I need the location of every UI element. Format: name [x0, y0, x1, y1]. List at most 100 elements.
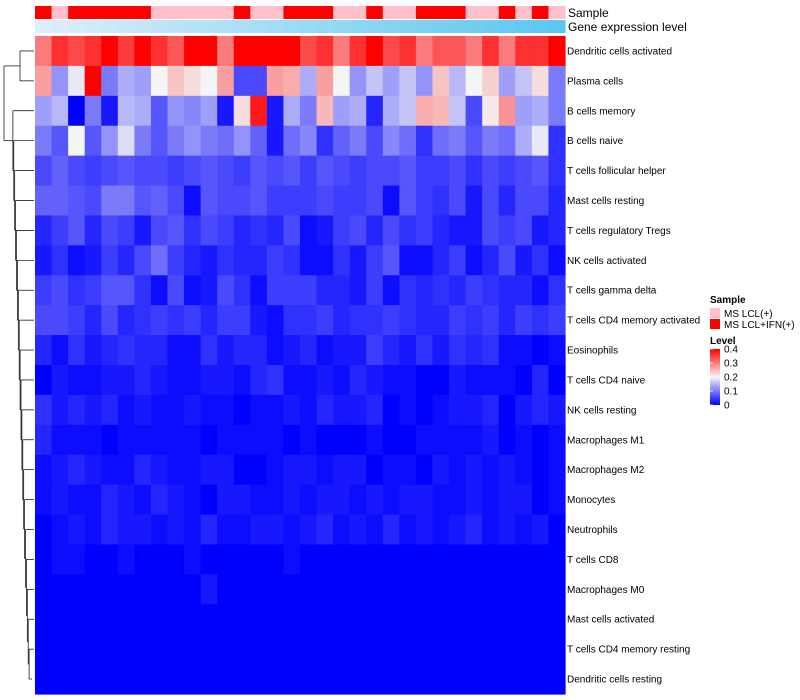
heatmap-cell: [35, 604, 53, 635]
level-tick-label: 0: [724, 401, 730, 412]
heatmap-cell: [68, 335, 86, 366]
heatmap-cell: [382, 484, 400, 516]
heatmap-cell: [84, 215, 102, 246]
row-label: B cells memory: [567, 106, 635, 117]
heatmap-cell: [498, 65, 516, 97]
heatmap-cell: [349, 514, 367, 546]
sample-annotation-track: [35, 6, 566, 19]
heatmap-cell: [134, 544, 152, 575]
heatmap-cell: [117, 664, 135, 695]
heatmap-cell: [68, 185, 86, 217]
heatmap-cell: [482, 544, 500, 575]
heatmap-cell: [84, 424, 102, 456]
heatmap-cell: [68, 514, 86, 546]
heatmap-cell: [150, 634, 169, 665]
sample-annotation-cell: [465, 6, 483, 19]
heatmap-cell: [184, 275, 202, 306]
heatmap-cell: [482, 394, 500, 426]
heatmap-cell: [515, 514, 533, 546]
heatmap-cell: [382, 574, 400, 605]
heatmap-cell: [51, 335, 69, 366]
heatmap-cell: [432, 514, 450, 546]
heatmap-cell: [283, 95, 301, 127]
heatmap-cell: [531, 365, 550, 396]
heatmap-cell: [217, 275, 235, 306]
heatmap-cell: [217, 95, 235, 127]
heatmap-cell: [117, 634, 135, 665]
heatmap-cell: [382, 245, 400, 276]
sample-annotation-cell: [300, 6, 318, 19]
heatmap-cell: [200, 275, 218, 306]
heatmap-cell: [366, 454, 384, 486]
heatmap-cell: [68, 245, 86, 276]
heatmap-cell: [465, 365, 483, 396]
heatmap-cell: [167, 125, 185, 157]
gene-expression-cell: [101, 20, 119, 33]
heatmap-cell: [449, 634, 467, 665]
heatmap-cell: [531, 305, 550, 336]
gene-expression-cell: [465, 20, 483, 33]
heatmap-cell: [465, 335, 483, 366]
sample-annotation-cell: [101, 6, 119, 19]
sample-annotation-cell: [316, 6, 334, 19]
heatmap-cell: [283, 65, 301, 97]
heatmap-cell: [51, 424, 69, 456]
heatmap-cell: [266, 215, 285, 246]
heatmap-cell: [250, 574, 268, 605]
heatmap-cell: [217, 574, 235, 605]
heatmap-cell: [250, 604, 268, 635]
heatmap-cell: [432, 155, 450, 187]
heatmap-cell: [51, 65, 69, 97]
heatmap-cell: [333, 155, 351, 187]
heatmap-cell: [68, 664, 86, 695]
heatmap-cell: [184, 185, 202, 217]
heatmap-cell: [415, 125, 434, 157]
heatmap-cell: [300, 365, 318, 396]
heatmap-cell: [51, 454, 69, 486]
heatmap-cell: [432, 634, 450, 665]
heatmap-cell: [167, 36, 185, 67]
heatmap-cell: [548, 36, 566, 67]
heatmap-cell: [382, 335, 400, 366]
heatmap-cell: [84, 604, 102, 635]
heatmap-cell: [184, 335, 202, 366]
heatmap-cell: [134, 634, 152, 665]
sample-annotation-cell: [399, 6, 417, 19]
heatmap-cell: [200, 365, 218, 396]
heatmap-cell: [250, 275, 268, 306]
heatmap-cell: [432, 574, 450, 605]
heatmap-cell: [217, 604, 235, 635]
heatmap-cell: [68, 424, 86, 456]
heatmap-cell: [184, 125, 202, 157]
heatmap-cell: [333, 365, 351, 396]
row-label: Macrophages M0: [567, 585, 645, 596]
heatmap-cell: [382, 155, 400, 187]
heatmap-cell: [366, 634, 384, 665]
heatmap-cell: [316, 634, 334, 665]
heatmap-cell: [382, 514, 400, 546]
heatmap-cell: [51, 574, 69, 605]
heatmap-cell: [233, 365, 251, 396]
heatmap-cell: [333, 544, 351, 575]
sample-annotation-cell: [250, 6, 268, 19]
heatmap-cell: [167, 365, 185, 396]
heatmap-cell: [68, 65, 86, 97]
heatmap-cell: [316, 604, 334, 635]
heatmap-cell: [366, 155, 384, 187]
heatmap-cell: [233, 335, 251, 366]
heatmap-cell: [250, 664, 268, 695]
level-legend-title: Level: [710, 336, 736, 347]
heatmap-cell: [465, 185, 483, 217]
heatmap-cell: [283, 634, 301, 665]
heatmap-cell: [283, 664, 301, 695]
heatmap-cell: [101, 95, 119, 127]
sample-annotation-cell: [333, 6, 351, 19]
row-dendrogram: [3, 50, 34, 680]
heatmap-cell: [382, 215, 400, 246]
heatmap-cell: [449, 664, 467, 695]
sample-annotation-cell: [217, 6, 235, 19]
heatmap-cell: [548, 185, 566, 217]
heatmap-cell: [266, 275, 285, 306]
heatmap-cell: [399, 424, 417, 456]
heatmap-cell: [200, 95, 218, 127]
